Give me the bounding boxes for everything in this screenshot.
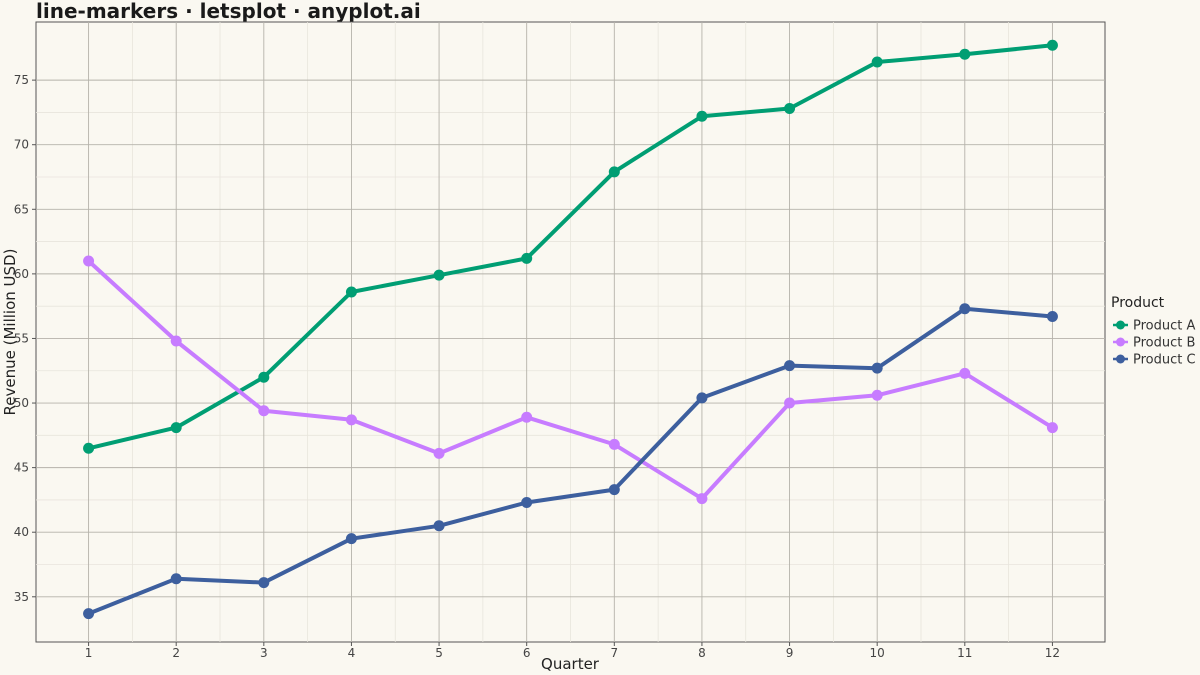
series-layer bbox=[83, 39, 1058, 620]
series-product-a bbox=[83, 39, 1058, 454]
data-point-product-b bbox=[521, 411, 533, 423]
data-point-product-a bbox=[345, 286, 357, 298]
data-point-product-a bbox=[170, 422, 182, 434]
y-tick-label: 35 bbox=[14, 590, 29, 604]
data-point-product-b bbox=[170, 335, 182, 347]
legend-marker-product-b bbox=[1116, 337, 1125, 347]
x-tick-label: 4 bbox=[348, 646, 356, 660]
legend-marker-product-a bbox=[1116, 320, 1125, 330]
legend-item-product-b: Product B bbox=[1113, 336, 1195, 351]
data-point-product-b bbox=[258, 405, 270, 417]
series-line-product-b bbox=[86, 259, 1055, 501]
legend-item-product-a: Product A bbox=[1113, 319, 1195, 334]
series-line-product-c bbox=[86, 306, 1055, 616]
data-point-product-c bbox=[959, 303, 971, 315]
data-point-product-c bbox=[696, 392, 708, 404]
y-tick-label: 70 bbox=[14, 138, 29, 152]
series-product-c bbox=[83, 303, 1058, 620]
data-point-product-b bbox=[959, 367, 971, 379]
legend-label-product-b: Product B bbox=[1133, 336, 1195, 351]
data-point-product-b bbox=[345, 414, 357, 426]
x-axis-ticks: 1 2 3 4 5 6 7 8 9 10 11 12 bbox=[85, 642, 1060, 660]
data-point-product-a bbox=[1046, 39, 1058, 51]
minor-gridlines bbox=[36, 22, 1105, 642]
data-point-product-a bbox=[959, 48, 971, 60]
data-point-product-b bbox=[83, 255, 95, 267]
data-point-product-b bbox=[1046, 422, 1058, 434]
x-tick-label: 12 bbox=[1045, 646, 1060, 660]
data-point-product-a bbox=[784, 103, 796, 115]
data-point-product-a bbox=[83, 442, 95, 454]
y-tick-label: 75 bbox=[14, 73, 29, 87]
legend: Product Product A Product B Product C bbox=[1111, 295, 1196, 368]
legend-item-product-c: Product C bbox=[1113, 353, 1196, 368]
x-tick-label: 7 bbox=[610, 646, 618, 660]
y-axis-label: Revenue (Million USD) bbox=[1, 249, 19, 416]
y-axis-ticks: 35 40 45 50 55 60 65 70 75 bbox=[14, 73, 36, 604]
data-point-product-c bbox=[608, 484, 620, 496]
data-point-product-b bbox=[871, 389, 883, 401]
y-tick-label: 55 bbox=[14, 331, 29, 345]
x-axis-label: Quarter bbox=[541, 655, 600, 673]
data-point-product-a bbox=[696, 110, 708, 122]
data-point-product-c bbox=[1046, 311, 1058, 322]
data-point-product-b bbox=[696, 493, 708, 505]
y-tick-label: 40 bbox=[14, 525, 29, 539]
y-tick-label: 60 bbox=[14, 267, 29, 281]
data-point-product-a bbox=[258, 371, 270, 383]
legend-items: Product A Product B Product C bbox=[1113, 319, 1196, 368]
y-tick-label: 50 bbox=[14, 396, 29, 410]
data-point-product-c bbox=[871, 362, 883, 374]
x-tick-label: 5 bbox=[435, 646, 443, 660]
x-tick-label: 10 bbox=[870, 646, 885, 660]
series-product-b bbox=[83, 255, 1058, 505]
x-tick-label: 1 bbox=[85, 646, 93, 660]
x-tick-label: 3 bbox=[260, 646, 268, 660]
data-point-product-c bbox=[258, 577, 270, 589]
y-tick-label: 45 bbox=[14, 461, 29, 475]
legend-title: Product bbox=[1111, 295, 1165, 311]
legend-label-product-a: Product A bbox=[1133, 319, 1195, 334]
y-tick-label: 65 bbox=[14, 202, 29, 216]
data-point-product-a bbox=[608, 166, 620, 178]
data-point-product-b bbox=[608, 438, 620, 450]
x-tick-label: 8 bbox=[698, 646, 706, 660]
data-point-product-b bbox=[784, 397, 796, 409]
data-point-product-c bbox=[433, 520, 445, 532]
data-point-product-a bbox=[871, 56, 883, 68]
x-tick-label: 9 bbox=[786, 646, 794, 660]
data-point-product-c bbox=[83, 608, 95, 620]
data-point-product-c bbox=[784, 360, 796, 372]
legend-label-product-c: Product C bbox=[1133, 353, 1196, 368]
x-tick-label: 11 bbox=[957, 646, 972, 660]
series-line-product-a bbox=[86, 43, 1055, 451]
x-tick-label: 2 bbox=[172, 646, 180, 660]
x-tick-label: 6 bbox=[523, 646, 531, 660]
data-point-product-c bbox=[521, 497, 533, 508]
data-point-product-a bbox=[433, 269, 445, 281]
data-point-product-c bbox=[345, 533, 357, 545]
data-point-product-c bbox=[170, 573, 182, 585]
data-point-product-b bbox=[433, 447, 445, 459]
chart-title: line-markers · letsplot · anyplot.ai bbox=[36, 0, 421, 23]
major-gridlines bbox=[36, 22, 1105, 642]
data-point-product-a bbox=[521, 252, 533, 264]
legend-marker-product-c bbox=[1116, 354, 1125, 364]
